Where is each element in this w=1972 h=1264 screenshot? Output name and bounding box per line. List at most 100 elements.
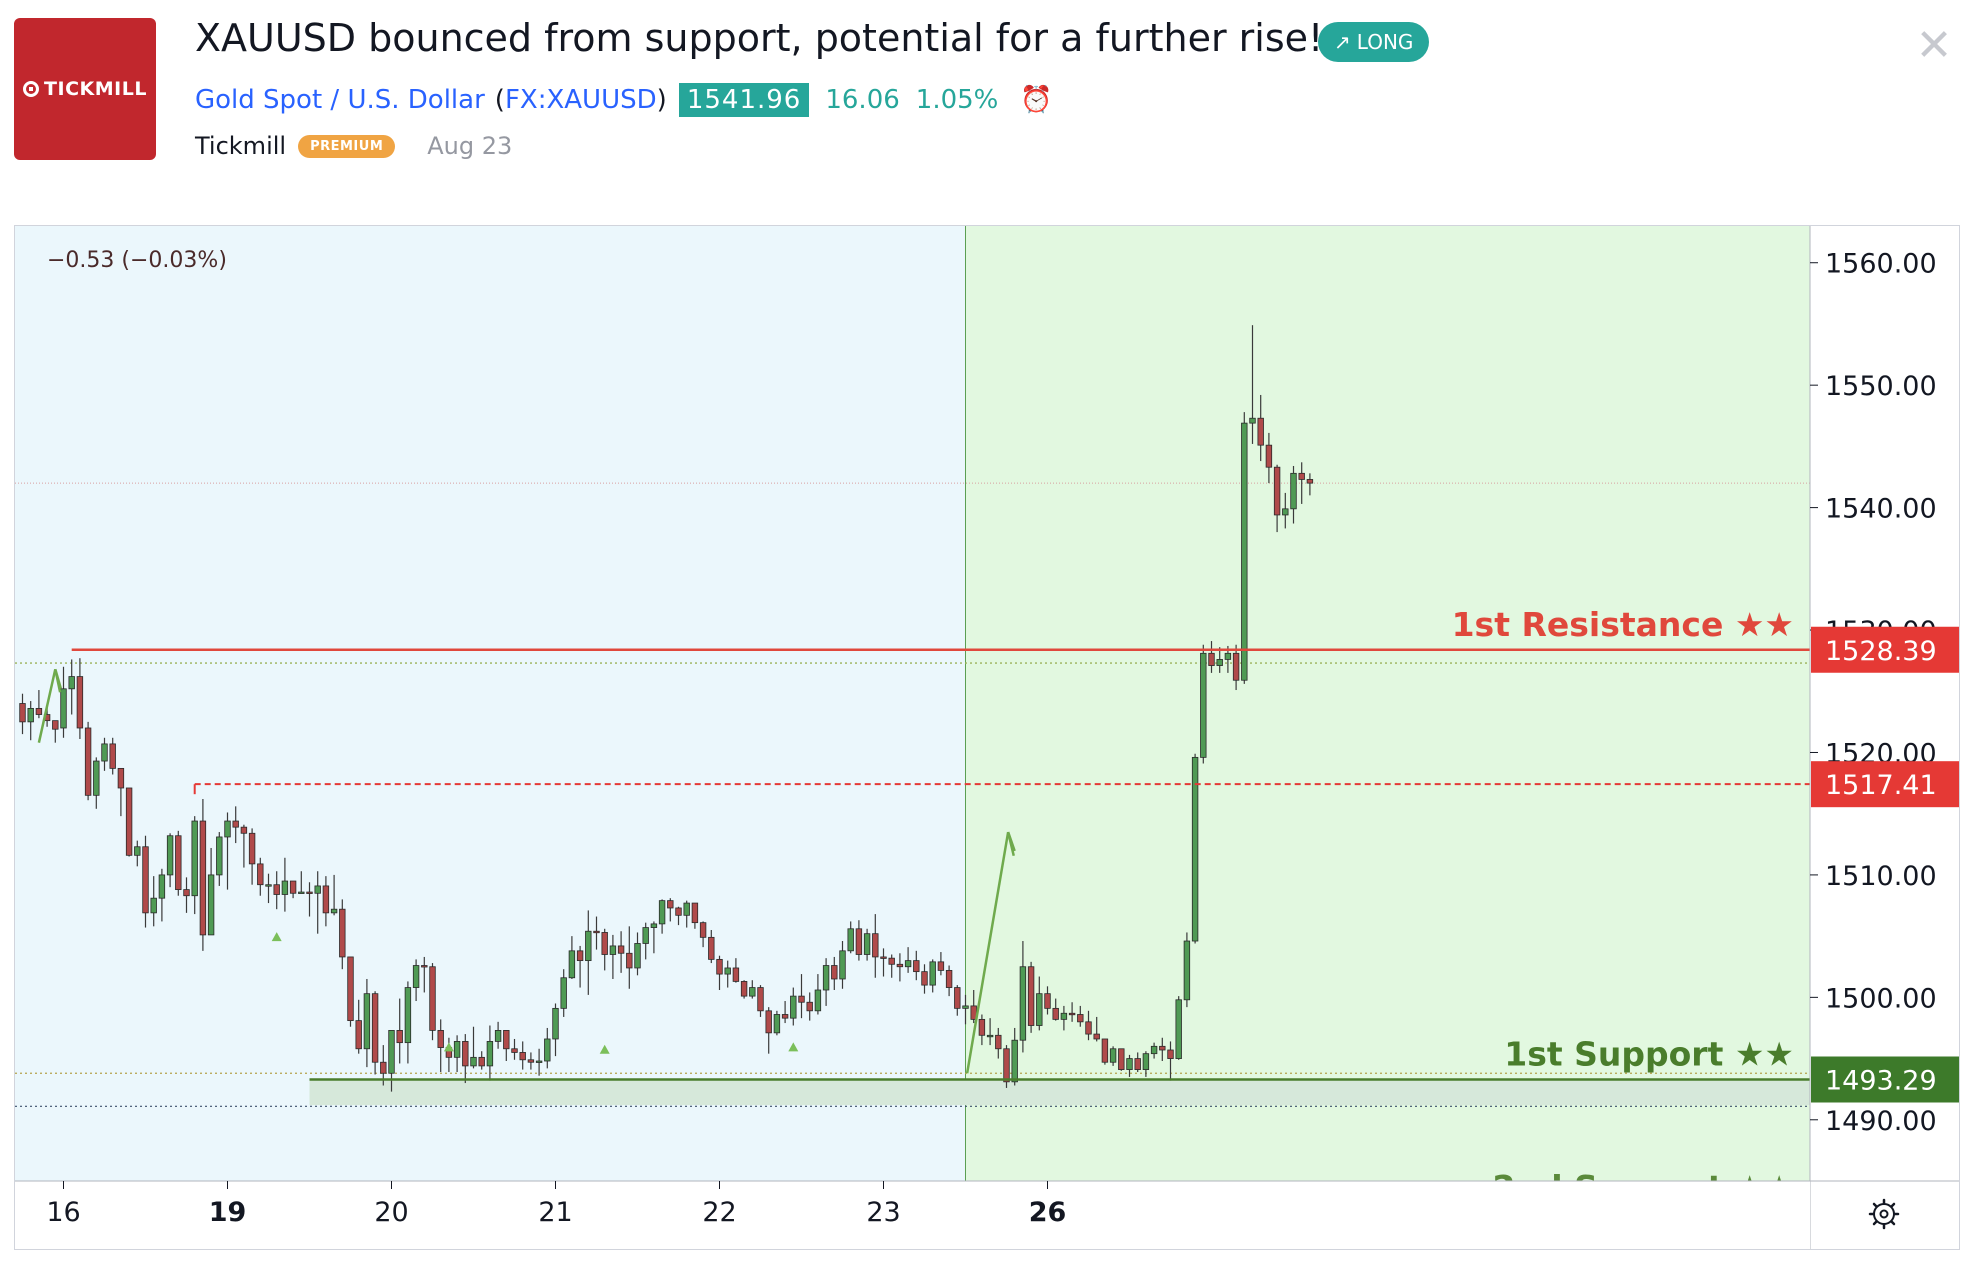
candle — [650, 921, 658, 954]
candle-body — [1019, 966, 1027, 1041]
candle — [363, 978, 371, 1068]
chart-frame[interactable]: 1st Resistance ★★1st Support ★★2nd Suppo… — [14, 225, 1960, 1250]
time-axis-background — [15, 1181, 1810, 1249]
candle — [1118, 1048, 1125, 1071]
candle — [937, 952, 945, 976]
candle-body — [421, 965, 428, 968]
candle-body — [117, 767, 125, 789]
symbol-code-link[interactable]: FX:XAUUSD — [504, 85, 657, 115]
publish-date: Aug 23 — [427, 132, 513, 160]
candle — [150, 876, 157, 927]
candle — [601, 928, 608, 971]
candle — [749, 980, 756, 999]
candle — [773, 1010, 781, 1036]
candle-body — [1208, 652, 1215, 666]
candle — [847, 921, 854, 954]
candle-body — [1232, 652, 1240, 681]
candle-body — [962, 1005, 969, 1009]
time-axis-label: 26 — [1029, 1197, 1067, 1228]
candle-body — [675, 907, 682, 916]
candle — [929, 959, 936, 993]
candle-body — [1241, 422, 1248, 681]
candle — [658, 899, 666, 934]
triangle-markers — [271, 932, 799, 1054]
candle-body — [757, 987, 764, 1012]
candle-body — [1101, 1038, 1109, 1063]
candle-body — [207, 874, 215, 936]
candle — [1257, 394, 1264, 462]
candle-body — [281, 880, 289, 895]
candle-body — [347, 956, 354, 1022]
candle-body — [806, 1001, 813, 1012]
candle-body — [363, 993, 371, 1050]
candle — [257, 857, 264, 896]
candle-body — [462, 1041, 469, 1067]
candle — [84, 721, 92, 801]
alarm-clock-icon[interactable]: ⏰ — [1020, 85, 1053, 115]
candle — [1093, 1016, 1100, 1042]
projection-arrow-head — [1006, 831, 1016, 857]
candle — [519, 1041, 526, 1070]
support-zone — [309, 1079, 1810, 1106]
candle-body — [929, 961, 936, 986]
symbol-code: (FX:XAUUSD) — [495, 85, 667, 115]
candle — [35, 690, 43, 719]
candle-body — [855, 928, 863, 955]
candle-body — [1257, 417, 1264, 446]
author-name[interactable]: Tickmill — [195, 132, 287, 160]
candle-body — [248, 832, 256, 865]
candle-body — [1183, 940, 1191, 1001]
candle — [535, 1048, 543, 1076]
candle-body — [945, 970, 953, 988]
candle-body — [412, 965, 420, 988]
candle-body — [822, 965, 830, 991]
candle-body — [650, 923, 658, 928]
candle — [544, 1027, 551, 1069]
close-icon[interactable]: ✕ — [1915, 20, 1953, 71]
candle-body — [978, 1018, 986, 1036]
candle-body — [1159, 1045, 1166, 1051]
candle-body — [568, 950, 576, 979]
chart-canvas[interactable]: 1st Resistance ★★1st Support ★★2nd Suppo… — [15, 226, 1959, 1249]
candle-body — [1134, 1058, 1141, 1070]
candle — [1241, 412, 1248, 684]
candle-body — [781, 1014, 789, 1019]
chart-settings-icon[interactable] — [1868, 1198, 1900, 1230]
candle-body — [617, 945, 625, 954]
last-price: 1541.96 — [678, 83, 810, 117]
candle — [1126, 1054, 1133, 1077]
candle — [298, 871, 305, 894]
price-label-text: 1493.29 — [1825, 1066, 1937, 1097]
projection-arrow — [37, 668, 57, 743]
candle-body — [765, 1010, 772, 1034]
candle-body — [1126, 1058, 1133, 1070]
candle — [175, 830, 182, 896]
candle-body — [1060, 1012, 1068, 1020]
candle — [281, 857, 289, 912]
candle — [52, 720, 59, 743]
candle-body — [667, 900, 674, 909]
price-axis-label: 1500.00 — [1825, 983, 1937, 1014]
candle — [617, 931, 625, 973]
candle-body — [1003, 1048, 1010, 1083]
candle — [93, 757, 100, 809]
candle-body — [429, 966, 436, 1031]
candle — [27, 701, 34, 741]
candle — [527, 1052, 535, 1070]
candle-body — [1298, 472, 1305, 480]
candle — [207, 847, 215, 936]
candle-body — [478, 1056, 485, 1067]
candle-body — [101, 743, 108, 762]
time-axis: 16 19 20 21 22 23 26 — [46, 1181, 1066, 1228]
candle-body — [585, 930, 592, 962]
projection-arrow-head — [54, 668, 63, 693]
candle-body — [1167, 1049, 1174, 1059]
candle — [1101, 1038, 1109, 1065]
candle-body — [1093, 1033, 1100, 1040]
candle-body — [790, 995, 797, 1019]
symbol-name-link[interactable]: Gold Spot / U.S. Dollar — [195, 85, 485, 115]
candle — [289, 880, 297, 899]
candle-body — [634, 943, 641, 969]
candle — [1282, 492, 1289, 529]
candle-body — [134, 846, 141, 856]
